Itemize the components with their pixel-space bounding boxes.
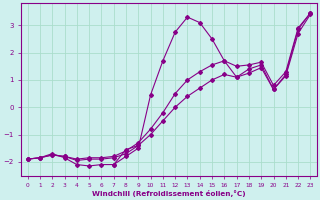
X-axis label: Windchill (Refroidissement éolien,°C): Windchill (Refroidissement éolien,°C) — [92, 190, 246, 197]
